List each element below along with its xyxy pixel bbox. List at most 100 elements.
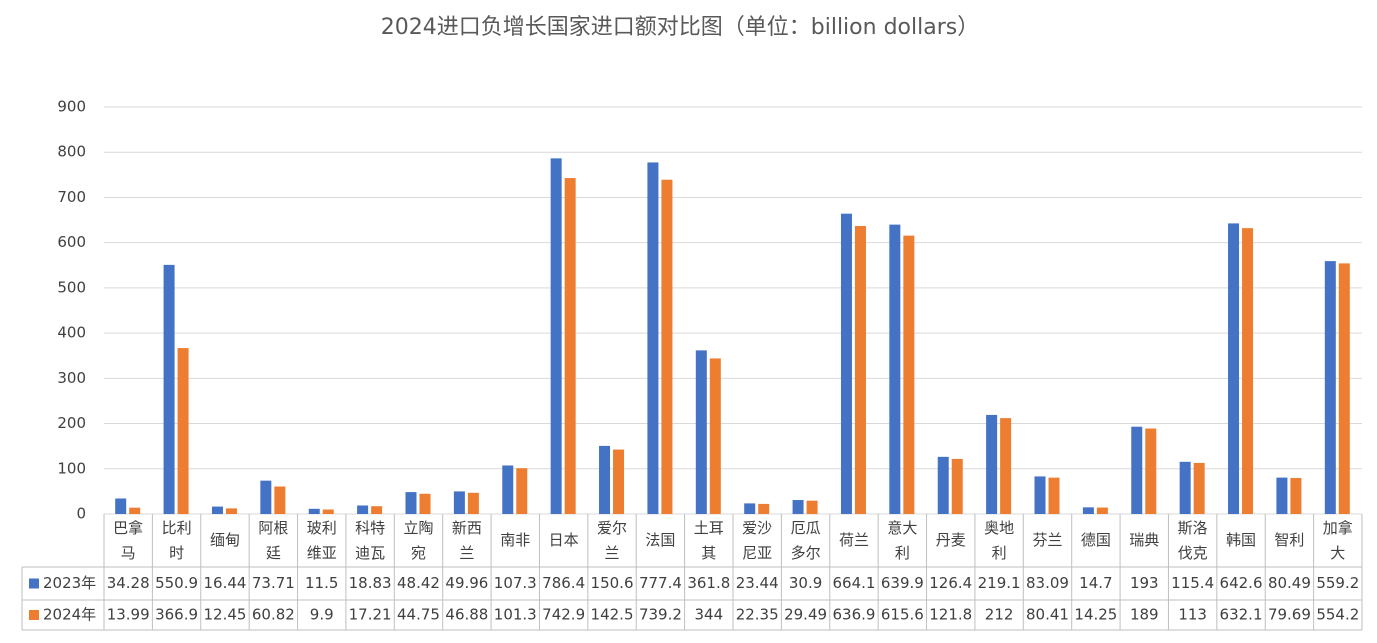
table-cell: 14.25 — [1074, 606, 1117, 624]
x-tick-label: 比利时 — [162, 519, 192, 562]
table-cell: 664.1 — [832, 574, 875, 592]
legend-swatch — [29, 578, 39, 589]
bar — [115, 498, 127, 514]
table-cell: 48.42 — [397, 574, 440, 592]
bar — [806, 500, 818, 514]
y-tick-label: 0 — [76, 505, 86, 523]
table-cell: 777.4 — [639, 574, 682, 592]
table-cell: 219.1 — [978, 574, 1021, 592]
y-tick-label: 800 — [57, 143, 86, 161]
bar — [1096, 507, 1108, 514]
bar — [613, 449, 625, 514]
bar — [661, 179, 673, 514]
table-cell: 615.6 — [881, 606, 924, 624]
bar — [405, 492, 417, 514]
table-cell: 30.9 — [789, 574, 822, 592]
table-cell: 13.99 — [107, 606, 150, 624]
table-cell: 23.44 — [736, 574, 779, 592]
table-cell: 73.71 — [252, 574, 295, 592]
bar — [371, 506, 383, 514]
bar — [854, 225, 866, 514]
bar — [516, 468, 528, 514]
bar — [419, 493, 431, 514]
table-cell: 632.1 — [1220, 606, 1263, 624]
table-cell: 636.9 — [832, 606, 875, 624]
table-cell: 742.9 — [542, 606, 585, 624]
bar — [163, 264, 175, 514]
bar — [1000, 418, 1012, 514]
table-cell: 361.8 — [687, 574, 730, 592]
table-cell: 18.83 — [349, 574, 392, 592]
bar — [1145, 428, 1157, 514]
x-tick-label: 南非 — [500, 531, 530, 549]
x-tick-label: 意大利 — [887, 519, 917, 562]
y-tick-label: 900 — [57, 98, 86, 116]
bar — [1179, 461, 1191, 514]
bar — [840, 213, 852, 514]
bar — [792, 500, 804, 514]
x-tick-label: 芬兰 — [1032, 531, 1062, 549]
x-tick-label: 厄瓜多尔 — [791, 519, 821, 562]
table-cell: 115.4 — [1171, 574, 1214, 592]
legend-label: 2023年 — [43, 574, 96, 592]
table-cell: 366.9 — [155, 606, 198, 624]
bar — [758, 503, 770, 514]
table-cell: 554.2 — [1316, 606, 1359, 624]
table-cell: 34.28 — [107, 574, 150, 592]
table-cell: 559.2 — [1316, 574, 1359, 592]
x-tick-label: 爱沙尼亚 — [742, 519, 772, 562]
x-tick-label: 法国 — [645, 531, 675, 549]
table-cell: 101.3 — [494, 606, 537, 624]
table-cell: 121.8 — [929, 606, 972, 624]
bar — [1228, 223, 1240, 515]
bar — [903, 235, 915, 514]
legend-swatch — [29, 610, 39, 620]
table-cell: 739.2 — [639, 606, 682, 624]
bar — [308, 508, 320, 514]
x-tick-label: 新西兰 — [452, 519, 482, 562]
table-cell: 642.6 — [1220, 574, 1263, 592]
table-cell: 786.4 — [542, 574, 585, 592]
y-tick-label: 400 — [57, 324, 86, 342]
table-cell: 79.69 — [1268, 606, 1311, 624]
bar — [1034, 476, 1046, 514]
x-tick-label: 阿根廷 — [258, 519, 288, 562]
table-cell: 107.3 — [494, 574, 537, 592]
table-cell: 113 — [1178, 606, 1207, 624]
table-cell: 126.4 — [929, 574, 972, 592]
bar — [260, 480, 272, 514]
table-cell: 11.5 — [305, 574, 338, 592]
table-cell: 212 — [985, 606, 1014, 624]
bar — [177, 348, 189, 514]
y-tick-label: 200 — [57, 414, 86, 432]
bar — [1290, 477, 1302, 514]
x-tick-label: 荷兰 — [839, 531, 869, 549]
bar — [986, 414, 998, 514]
table-cell: 49.96 — [445, 574, 488, 592]
x-tick-label: 土耳其 — [694, 519, 724, 562]
y-tick-label: 100 — [57, 459, 86, 477]
table-cell: 46.88 — [445, 606, 488, 624]
bar — [695, 350, 707, 514]
table-cell: 29.49 — [784, 606, 827, 624]
table-cell: 60.82 — [252, 606, 295, 624]
bar — [937, 456, 949, 514]
table-cell: 17.21 — [349, 606, 392, 624]
bar — [225, 508, 237, 514]
y-tick-label: 300 — [57, 369, 86, 387]
bar — [744, 503, 756, 514]
table-cell: 12.45 — [203, 606, 246, 624]
bar — [599, 445, 611, 514]
y-tick-label: 600 — [57, 233, 86, 251]
bar — [453, 491, 465, 514]
x-tick-label: 缅甸 — [210, 531, 240, 549]
y-tick-label: 700 — [57, 188, 86, 206]
bar — [550, 158, 562, 515]
bar — [1242, 228, 1254, 514]
bar — [1338, 263, 1350, 514]
x-tick-label: 巴拿马 — [113, 519, 143, 562]
table-cell: 80.41 — [1026, 606, 1069, 624]
table-cell: 44.75 — [397, 606, 440, 624]
table-cell: 80.49 — [1268, 574, 1311, 592]
